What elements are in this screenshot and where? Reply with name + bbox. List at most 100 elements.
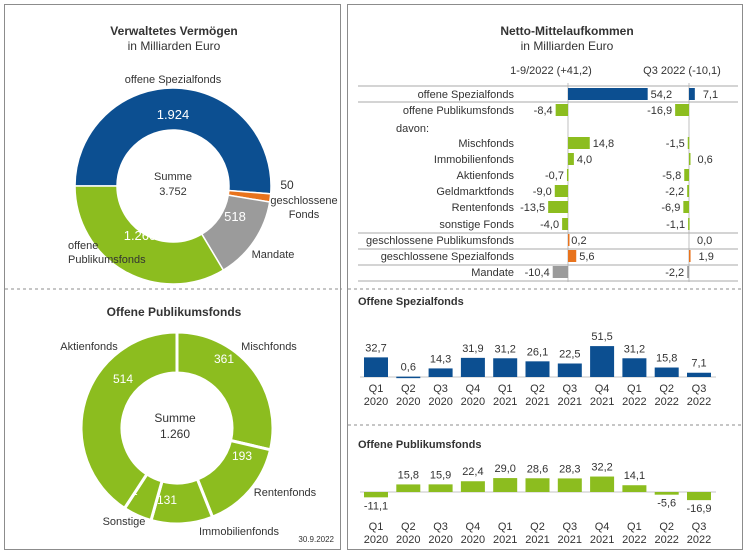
netflow-value-q3-8: 0,0 — [697, 235, 712, 247]
publ-cat-q-1: Q2 — [401, 521, 416, 533]
donut2-center-label: Summe — [154, 411, 196, 425]
spez-value-9: 15,8 — [656, 353, 677, 365]
netflow-value-ytd-3: 4,0 — [577, 154, 592, 166]
spez-cat-q-2: Q3 — [433, 383, 448, 395]
donut2-value-1: 193 — [232, 449, 252, 463]
publ-cat-q-5: Q2 — [530, 521, 545, 533]
netflow-value-ytd-10: -10,4 — [525, 267, 550, 279]
spez-value-5: 26,1 — [527, 346, 548, 358]
netflow-value-ytd-7: -4,0 — [540, 219, 559, 231]
netflow-label-10: Mandate — [471, 267, 514, 279]
netflow-value-q3-7: -1,1 — [666, 219, 685, 231]
donut1-label-1-1: Fonds — [289, 209, 320, 221]
netflow-bar-q3-9 — [689, 250, 691, 262]
publ-cat-q-0: Q1 — [369, 521, 384, 533]
spez-bar-7 — [590, 346, 615, 377]
netflow-title: Netto-Mittelaufkommen — [500, 24, 633, 38]
spez-cat-y-6: 2021 — [558, 396, 582, 408]
netflow-label-4: Aktienfonds — [457, 170, 515, 182]
spez-cat-y-8: 2022 — [622, 396, 646, 408]
publ-cat-y-0: 2020 — [364, 534, 388, 546]
publ-bar-0 — [364, 492, 388, 498]
publ-cat-y-3: 2020 — [461, 534, 485, 546]
netflow-bar-ytd-4 — [566, 169, 569, 181]
spez-bar-3 — [460, 357, 485, 377]
publ-value-3: 22,4 — [462, 466, 483, 478]
netflow-bar-ytd-10 — [552, 266, 568, 278]
publ-title: Offene Publikumsfonds — [358, 439, 481, 451]
donut1-subtitle: in Milliarden Euro — [128, 39, 221, 53]
spez-value-3: 31,9 — [462, 343, 483, 355]
netflow-label-7: sonstige Fonds — [439, 219, 514, 231]
netflow-bar-q3-0 — [689, 88, 695, 100]
publ-value-7: 32,2 — [591, 462, 612, 474]
netflow-label-3: Immobilienfonds — [434, 154, 515, 166]
spez-value-10: 7,1 — [691, 358, 706, 370]
netflow-value-q3-5: -2,2 — [665, 186, 684, 198]
publ-cat-q-9: Q2 — [659, 521, 674, 533]
publ-cat-y-10: 2022 — [687, 534, 711, 546]
donut2-label-4: Aktienfonds — [60, 341, 118, 353]
publ-value-4: 29,0 — [494, 463, 515, 475]
donut2-label-1: Rentenfonds — [254, 487, 317, 499]
netflow-bar-ytd-6 — [548, 201, 568, 213]
donut2-label-0: Mischfonds — [241, 341, 297, 353]
right-panel: Netto-Mittelaufkommen in Milliarden Euro 1… — [347, 4, 744, 550]
spez-value-2: 14,3 — [430, 353, 451, 365]
netflow-bar-q3-1 — [675, 104, 689, 116]
spez-value-7: 51,5 — [591, 331, 612, 343]
spez-value-8: 31,2 — [624, 343, 645, 355]
publ-cat-q-6: Q3 — [562, 521, 577, 533]
publ-bar-3 — [460, 481, 485, 492]
spez-value-0: 32,7 — [365, 342, 386, 354]
spez-bar-2 — [428, 368, 453, 377]
netflow-value-q3-6: -6,9 — [661, 202, 680, 214]
netflow-label-1: offene Publikumsfonds — [403, 105, 515, 117]
donut2-value-4: 514 — [113, 372, 133, 386]
date-note: 30.9.2022 — [298, 535, 334, 544]
spez-cat-q-10: Q3 — [692, 383, 707, 395]
publ-bar-4 — [493, 478, 518, 492]
netflow-bar-ytd-3 — [568, 153, 574, 165]
spez-cat-q-4: Q1 — [498, 383, 513, 395]
donut1-label-0-0: offene Spezialfonds — [125, 74, 222, 86]
spez-cat-q-3: Q4 — [466, 383, 481, 395]
netflow-value-q3-10: -2,2 — [665, 267, 684, 279]
netflow-bar-ytd-5 — [554, 185, 568, 197]
publ-bar-1 — [396, 484, 421, 492]
donut1-value-3: 1.260 — [124, 228, 157, 243]
publ-cat-q-2: Q3 — [433, 521, 448, 533]
publ-bar-6 — [557, 478, 582, 492]
publ-bar-7 — [590, 476, 615, 492]
spez-cat-q-1: Q2 — [401, 383, 416, 395]
publ-value-10: -16,9 — [686, 503, 711, 515]
netflow-value-q3-0: 7,1 — [703, 89, 718, 101]
spez-cat-q-6: Q3 — [562, 383, 577, 395]
donut1-center-value: 3.752 — [159, 186, 187, 198]
publ-cat-y-8: 2022 — [622, 534, 646, 546]
netflow-label-0: offene Spezialfonds — [418, 89, 515, 101]
donut1-label-1-0: geschlossene — [270, 195, 337, 207]
donut2-slice-4 — [79, 330, 179, 511]
publ-bar-9 — [654, 492, 679, 495]
publ-bar-8 — [622, 485, 647, 492]
spez-bar-1 — [396, 376, 421, 379]
publ-cat-y-4: 2021 — [493, 534, 517, 546]
netflow-value-q3-4: -5,8 — [662, 170, 681, 182]
spez-cat-y-3: 2020 — [461, 396, 485, 408]
publ-cat-y-9: 2022 — [654, 534, 678, 546]
netflow-label-2: Mischfonds — [458, 138, 514, 150]
publ-bar-5 — [525, 478, 550, 492]
left-panel: Verwaltetes Vermögen in Milliarden Euro 1.… — [4, 4, 342, 550]
spez-value-4: 31,2 — [494, 343, 515, 355]
donut2-slice-0 — [175, 330, 275, 452]
publ-cat-q-8: Q1 — [627, 521, 642, 533]
netflow-davon: davon: — [396, 123, 429, 135]
netflow-value-ytd-4: -0,7 — [545, 170, 564, 182]
netflow-value-ytd-6: -13,5 — [520, 202, 545, 214]
netflow-label-8: geschlossene Publikumsfonds — [366, 235, 514, 247]
netflow-value-ytd-1: -8,4 — [534, 105, 553, 117]
publ-bar-2 — [428, 484, 453, 492]
donut1-slice-0 — [74, 87, 272, 195]
netflow-value-q3-3: 0,6 — [697, 154, 712, 166]
